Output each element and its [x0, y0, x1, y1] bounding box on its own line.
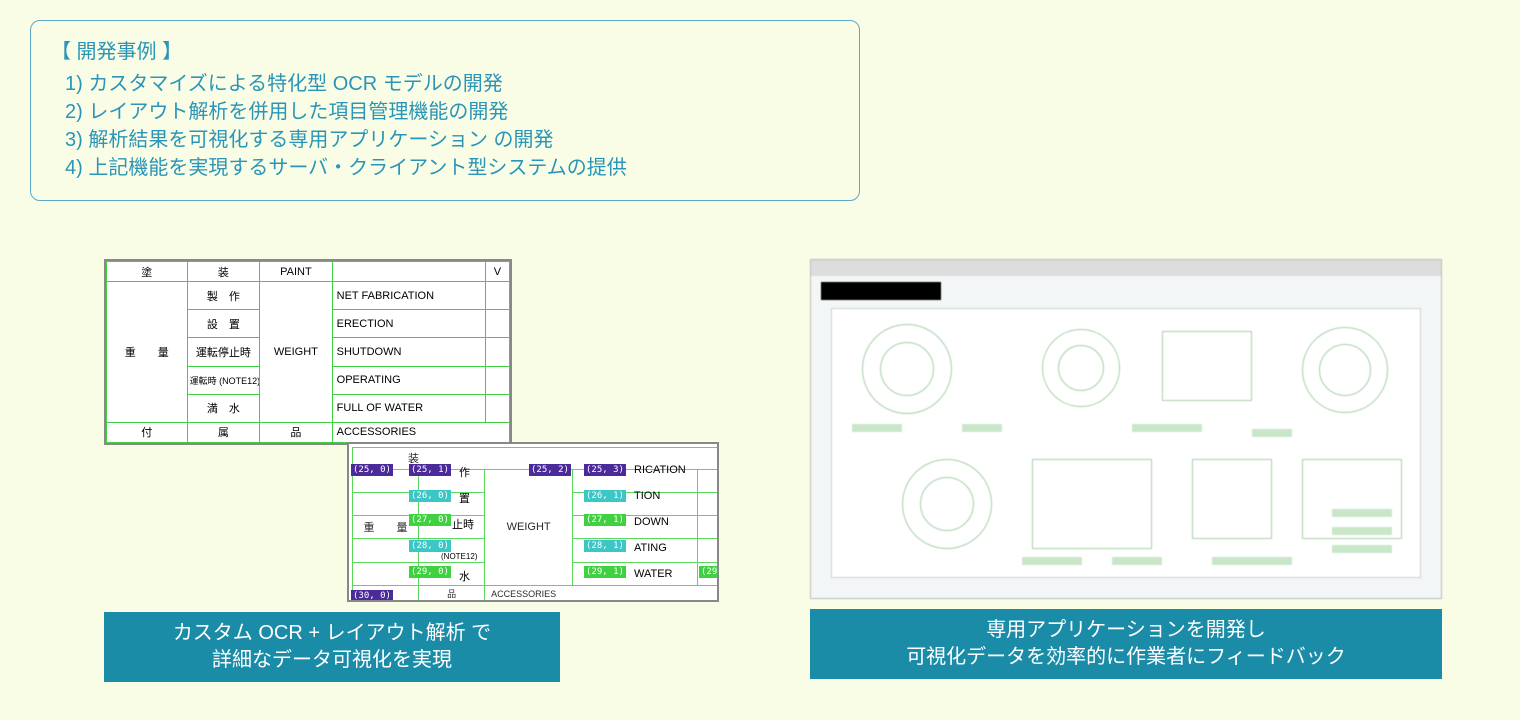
caption-line: 可視化データを効率的に作業者にフィードバック — [906, 646, 1346, 668]
case-item-2: 2) レイアウト解析を併用した項目管理機能の開発 — [65, 98, 839, 126]
right-panel: 専用アプリケーションを開発し 可視化データを効率的に作業者にフィードバック — [810, 259, 1482, 679]
coord-label: (25, 1) — [409, 464, 451, 476]
right-caption: 専用アプリケーションを開発し 可視化データを効率的に作業者にフィードバック — [810, 609, 1442, 679]
case-list: 1) カスタマイズによる特化型 OCR モデルの開発 2) レイアウト解析を併用… — [51, 70, 839, 182]
cad-app-screenshot — [810, 259, 1442, 599]
coord-label: (29, 0) — [409, 566, 451, 578]
ocr-coord-overlay: 装 WEIGHT 重 量 品ACCESSORIES (25, 0)(25, 1)… — [347, 442, 719, 602]
coord-label: 止時 — [452, 516, 474, 532]
coord-label: (NOTE12) — [441, 552, 477, 561]
coord-label: (28, 1) — [584, 540, 626, 552]
coord-label: ATING — [634, 542, 667, 554]
coord-label: (28, 0) — [409, 540, 451, 552]
ocr-green-table: 塗装PAINTV重 量製 作WEIGHTNET FABRICATION設 置ER… — [104, 259, 512, 445]
case-title: 【 開発事例 】 — [51, 35, 839, 64]
caption-line: 専用アプリケーションを開発し — [986, 619, 1266, 641]
coord-label: DOWN — [634, 516, 669, 528]
left-panel: 塗装PAINTV重 量製 作WEIGHTNET FABRICATION設 置ER… — [104, 259, 719, 682]
coord-label: (26, 1) — [584, 490, 626, 502]
coord-label: (27, 0) — [409, 514, 451, 526]
coord-label: 水 — [459, 568, 470, 584]
coord-label: (25, 2) — [529, 464, 571, 476]
case-item-1: 1) カスタマイズによる特化型 OCR モデルの開発 — [65, 70, 839, 98]
left-caption: カスタム OCR + レイアウト解析 で 詳細なデータ可視化を実現 — [104, 612, 560, 682]
coord-label: (29, 1) — [584, 566, 626, 578]
coord-label: (30, 0) — [351, 590, 393, 602]
coord-label: TION — [634, 490, 660, 502]
coord-label: 置 — [459, 490, 470, 506]
green-table: 塗装PAINTV重 量製 作WEIGHTNET FABRICATION設 置ER… — [106, 261, 510, 443]
app-titlebar — [811, 260, 1441, 276]
coord-label: RICATION — [634, 464, 686, 476]
coord-label: (25, 0) — [351, 464, 393, 476]
case-study-box: 【 開発事例 】 1) カスタマイズによる特化型 OCR モデルの開発 2) レ… — [30, 20, 860, 201]
case-item-4: 4) 上記機能を実現するサーバ・クライアント型システムの提供 — [65, 154, 839, 182]
coord-label: (29 — [699, 566, 719, 578]
redaction-bar — [821, 282, 941, 300]
case-item-3: 3) 解析結果を可視化する専用アプリケーション の開発 — [65, 126, 839, 154]
coord-label: 作 — [459, 464, 470, 480]
coord-label: (26, 0) — [409, 490, 451, 502]
coord-label: WATER — [634, 568, 673, 580]
caption-line: カスタム OCR + レイアウト解析 で — [173, 622, 491, 644]
drawing-canvas — [831, 308, 1421, 578]
coord-label: (25, 3) — [584, 464, 626, 476]
coord-label: (27, 1) — [584, 514, 626, 526]
caption-line: 詳細なデータ可視化を実現 — [212, 649, 452, 671]
